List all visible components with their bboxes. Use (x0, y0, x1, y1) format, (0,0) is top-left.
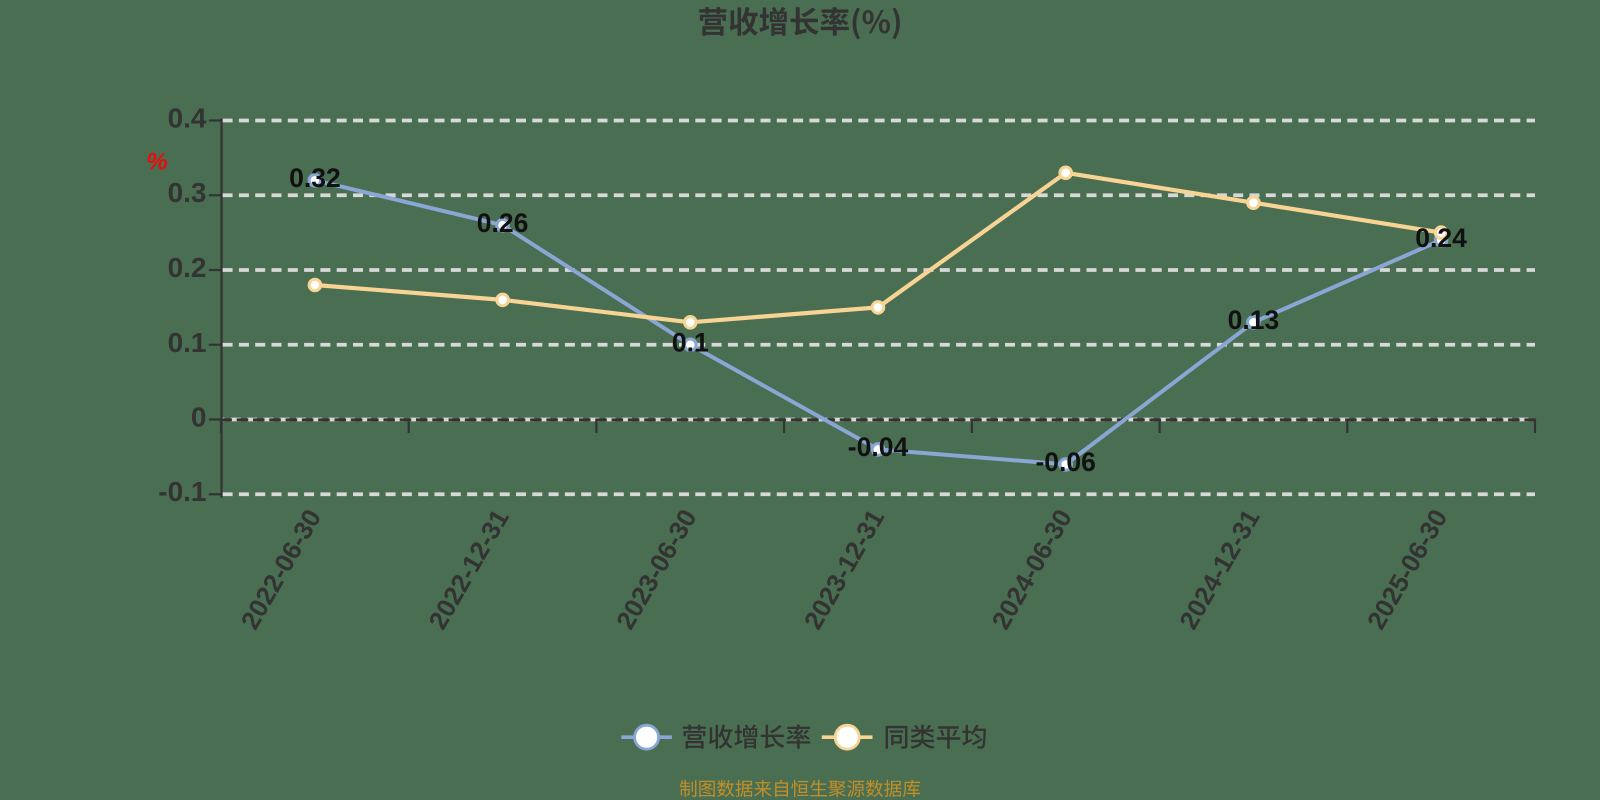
svg-text:0.24: 0.24 (1415, 223, 1467, 253)
svg-text:0.2: 0.2 (168, 252, 207, 283)
svg-text:0.1: 0.1 (672, 327, 709, 357)
svg-text:0.32: 0.32 (289, 163, 341, 193)
svg-text:0.13: 0.13 (1228, 305, 1280, 335)
svg-text:-0.06: -0.06 (1035, 447, 1095, 477)
svg-text:0: 0 (191, 402, 207, 433)
svg-text:0.1: 0.1 (168, 327, 207, 358)
svg-text:0.3: 0.3 (168, 177, 207, 208)
svg-text:-0.1: -0.1 (158, 476, 206, 507)
svg-text:%: % (146, 149, 167, 176)
svg-text:-0.04: -0.04 (848, 432, 909, 462)
svg-text:0.4: 0.4 (168, 103, 207, 134)
svg-text:0.26: 0.26 (477, 208, 529, 238)
